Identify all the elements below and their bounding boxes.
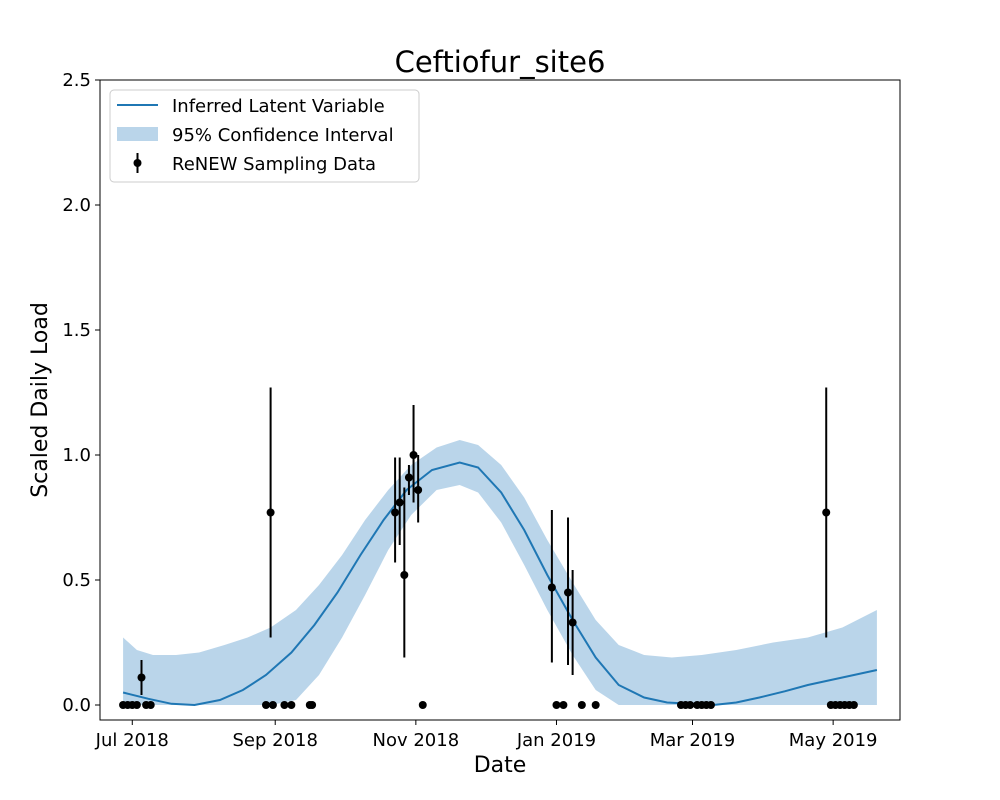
confidence-band	[123, 440, 877, 705]
legend-point-swatch	[133, 159, 142, 167]
y-tick-label-3: 1.5	[62, 320, 91, 341]
sampling-point-9	[268, 701, 277, 709]
sampling-point-10	[280, 701, 289, 709]
y-tick-label-1: 0.5	[62, 570, 91, 591]
legend: Inferred Latent Variable 95% Confidence …	[109, 89, 420, 183]
x-tick-label-2: Nov 2018	[373, 730, 460, 751]
legend-entry-confidence: 95% Confidence Interval	[172, 125, 394, 146]
sampling-point-34	[706, 701, 715, 709]
y-tick-label-0: 0.0	[62, 695, 91, 716]
sampling-point-25	[568, 618, 577, 627]
sampling-point-35	[822, 508, 831, 517]
x-tick-label-1: Sep 2018	[232, 730, 317, 751]
confidence-band-layer	[123, 440, 877, 705]
axes-frame	[99, 79, 901, 721]
sampling-point-8	[266, 508, 275, 517]
sampling-point-22	[552, 701, 561, 709]
sampling-point-19	[414, 486, 423, 494]
sampling-point-7	[261, 701, 270, 709]
sampling-point-18	[409, 451, 418, 459]
y-tick-label-4: 2.0	[62, 195, 91, 216]
latent-line-layer	[122, 461, 878, 707]
sampling-point-16	[400, 571, 409, 579]
y-tick-label-2: 1.0	[62, 445, 91, 466]
legend-box	[109, 89, 420, 183]
chart-title: Ceftiofur_site6	[395, 45, 606, 79]
x-tick-label-4: Mar 2019	[650, 730, 736, 751]
legend-entry-sampling: ReNEW Sampling Data	[172, 154, 376, 175]
sampling-point-3	[132, 701, 141, 709]
sampling-point-26	[577, 701, 586, 709]
sampling-point-11	[287, 701, 296, 709]
x-tick-label-0: Jul 2018	[95, 730, 169, 751]
sampling-point-4	[137, 673, 146, 682]
sampling-point-21	[547, 583, 556, 592]
sampling-point-27	[591, 701, 600, 709]
x-tick-label-5: May 2019	[789, 730, 878, 751]
sampling-point-14	[391, 508, 400, 517]
x-axis-ticks: Jul 2018 Sep 2018 Nov 2018 Jan 2019 Mar 2019…	[95, 720, 878, 751]
y-tick-label-5: 2.5	[62, 70, 91, 91]
y-axis-label: Scaled Daily Load	[28, 302, 53, 498]
sampling-points-layer	[119, 387, 858, 709]
sampling-point-13	[308, 701, 317, 709]
x-axis-label: Date	[474, 753, 527, 778]
sampling-point-15	[395, 498, 404, 507]
sampling-point-23	[559, 701, 568, 709]
plot-area	[119, 387, 878, 709]
sampling-point-17	[404, 473, 413, 482]
latent-variable-line	[122, 461, 878, 707]
sampling-point-30	[686, 701, 695, 709]
x-tick-label-3: Jan 2019	[516, 730, 596, 751]
sampling-point-24	[564, 588, 573, 597]
legend-band-swatch	[117, 127, 158, 141]
sampling-point-6	[146, 701, 155, 709]
sampling-point-41	[849, 701, 858, 709]
legend-entry-latent: Inferred Latent Variable	[172, 96, 385, 117]
sampling-point-20	[418, 701, 427, 709]
y-axis-ticks: 0.0 0.5 1.0 1.5 2.0 2.5	[62, 70, 100, 716]
